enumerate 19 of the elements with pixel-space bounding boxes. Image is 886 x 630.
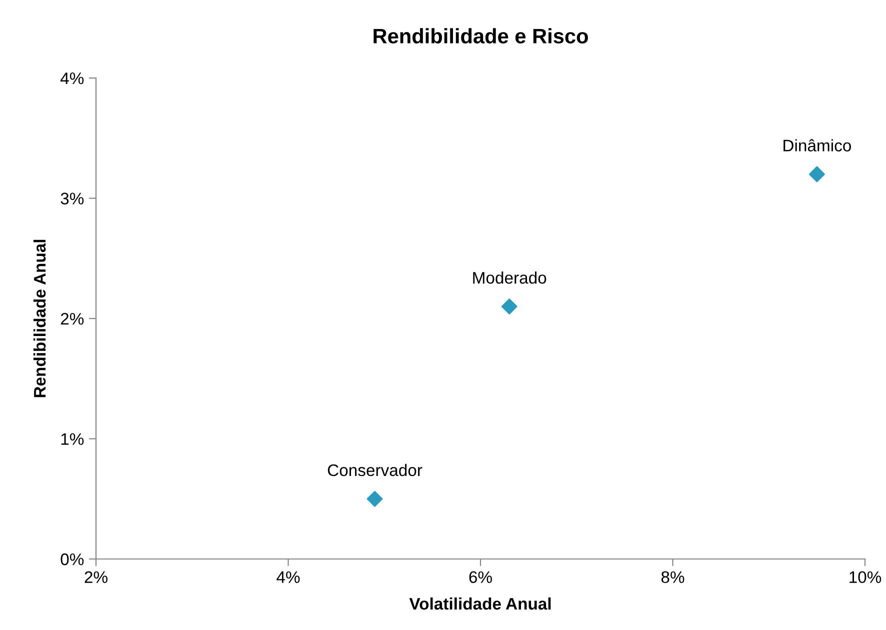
x-tick-label: 4% (276, 571, 300, 583)
point (366, 490, 383, 507)
y-tick-label: 3% (60, 192, 84, 204)
y-tick-label: 0% (60, 553, 84, 566)
annotation: Dinâmico (784, 139, 851, 152)
x-tick-label: 2% (84, 571, 108, 583)
y-tick-label: 1% (61, 433, 84, 445)
y-tick-label: 4% (60, 72, 84, 84)
annotation: Conservador (328, 464, 422, 476)
x-tick-label: 10% (850, 571, 882, 584)
y-tick-label: 2% (60, 312, 84, 325)
x-tick-label: 8% (661, 571, 684, 584)
x-axis-title: Volatilidade Anual (409, 597, 551, 610)
y-axis-title: Rendibilidade Anual (33, 240, 46, 398)
annotation: Moderado (473, 271, 546, 284)
chart-title: Rendibilidade e Risco (374, 28, 588, 44)
point (501, 298, 518, 314)
point (808, 166, 825, 182)
x-tick-label: 6% (469, 571, 492, 584)
